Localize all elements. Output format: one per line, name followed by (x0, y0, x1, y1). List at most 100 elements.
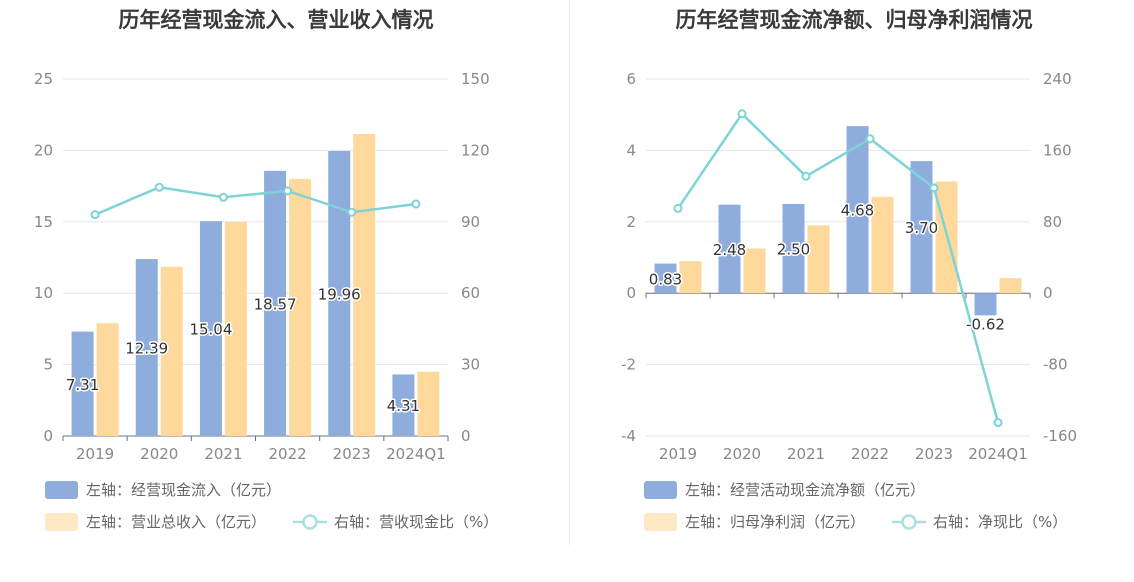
chart0-left-tick-label: 20 (34, 141, 53, 159)
chart1-right-tick-label: -80 (1043, 356, 1068, 374)
chart0-left-tick-label: 15 (34, 213, 53, 231)
chart0-data-label: 15.04 (189, 321, 232, 339)
chart0-bar-series0 (135, 259, 158, 436)
chart1-data-label: 0.83 (649, 270, 682, 288)
chart1-right-tick-label: 240 (1043, 70, 1072, 88)
chart1-line-point (993, 418, 1003, 428)
chart0-legend-swatch-series0 (45, 481, 78, 499)
chart0-right-tick-label: 90 (461, 213, 480, 231)
chart1-line-point (737, 109, 747, 119)
chart1-data-label: -0.62 (966, 315, 1005, 333)
chart0-right-tick-label: 60 (461, 284, 480, 302)
chart0-legend-label: 左轴：经营现金流入（亿元） (86, 481, 281, 499)
chart0-left-tick-label: 25 (34, 70, 53, 88)
chart0-bar-series0 (264, 170, 287, 436)
chart1-left-tick-label: 2 (626, 213, 636, 231)
chart0-category-label: 2024Q1 (386, 445, 446, 463)
chart1-bar-series0 (846, 126, 869, 294)
chart0-line-series2 (94, 185, 417, 216)
chart1-data-label: 2.48 (713, 241, 746, 259)
chart1-legend-label: 左轴：归母净利润（亿元） (685, 513, 865, 531)
chart1-category-label: 2019 (659, 445, 697, 463)
chart1-category-label: 2023 (915, 445, 953, 463)
chart1-line-series2 (676, 111, 1000, 423)
chart1-bar-series1 (807, 225, 830, 294)
chart1-line-point (865, 134, 875, 144)
chart0-legend-label: 右轴：营收现金比（%） (334, 513, 498, 531)
chart0-data-label: 18.57 (254, 295, 297, 313)
chart0-bar-series0 (328, 150, 351, 437)
chart1-bar-series0 (718, 204, 741, 294)
chart0-left-tick-label: 10 (34, 284, 53, 302)
chart1-data-label: 2.50 (777, 241, 810, 259)
chart0-bar-series0 (71, 331, 94, 436)
chart1-right-tick-label: -160 (1043, 427, 1077, 445)
chart0-bar-series1 (224, 221, 247, 436)
left-chart-title: 历年经营现金流入、营业收入情况 (118, 8, 434, 32)
chart1-right-tick-label: 160 (1043, 141, 1072, 159)
chart1-legend-swatch-series1 (644, 513, 677, 531)
chart0-data-label: 12.39 (125, 340, 168, 358)
chart0-legend-swatch-series1 (45, 513, 78, 531)
chart0-right-tick-label: 120 (461, 141, 490, 159)
chart0-bar-series0 (199, 221, 222, 436)
chart1-left-tick-label: 6 (626, 70, 636, 88)
chart1-legend-label: 左轴：经营活动现金流净额（亿元） (685, 481, 925, 499)
chart0-line-point (347, 207, 357, 217)
chart1-legend-marker (901, 514, 917, 530)
chart0-data-label: 19.96 (318, 285, 361, 303)
chart0-line-point (90, 210, 100, 220)
chart0-category-label: 2021 (204, 445, 242, 463)
chart0-line-point (218, 192, 228, 202)
chart0-right-tick-label: 30 (461, 356, 480, 374)
chart1-right-tick-label: 80 (1043, 213, 1062, 231)
chart1-line-point (673, 203, 683, 213)
chart0-data-label: 4.31 (387, 397, 420, 415)
chart0-category-label: 2019 (76, 445, 114, 463)
chart0-bar-series1 (289, 178, 312, 436)
chart0-legend-label: 左轴：营业总收入（亿元） (86, 513, 266, 531)
chart1-left-tick-label: 0 (626, 284, 636, 302)
chart0-bar-series1 (160, 266, 183, 436)
chart1-category-label: 2022 (851, 445, 889, 463)
chart1-data-label: 4.68 (841, 202, 874, 220)
chart0-line-point (283, 186, 293, 196)
chart0-category-label: 2022 (268, 445, 306, 463)
chart1-bar-series1 (999, 278, 1022, 294)
chart0-data-label: 7.31 (66, 376, 99, 394)
chart1-bar-series0 (910, 161, 933, 294)
chart1-bar-series1 (743, 248, 766, 294)
chart0-left-tick-label: 0 (43, 427, 53, 445)
chart1-right-tick-label: 0 (1043, 284, 1053, 302)
chart1-left-tick-label: -2 (621, 356, 636, 374)
chart0-line-point (154, 182, 164, 192)
left-chart: 0 0 5 30 10 60 15 90 20 120 25 150 2019 2020 2021 2022 2… (34, 70, 498, 531)
chart0-right-tick-label: 150 (461, 70, 490, 88)
chart1-legend-label: 右轴：净现比（%） (933, 513, 1067, 531)
chart1-line-point (929, 183, 939, 193)
chart1-bar-series0 (654, 263, 677, 294)
panel-divider (569, 0, 570, 545)
chart1-bar-series1 (871, 196, 894, 294)
chart0-bar-series1 (417, 371, 440, 436)
chart1-category-label: 2021 (787, 445, 825, 463)
chart1-data-label: 3.70 (905, 219, 938, 237)
chart0-bar-series1 (96, 323, 119, 436)
chart0-legend-marker (302, 514, 318, 530)
chart1-category-label: 2024Q1 (968, 445, 1028, 463)
chart1-line-point (801, 171, 811, 181)
chart1-category-label: 2020 (723, 445, 761, 463)
chart1-bar-series0 (974, 293, 997, 316)
chart0-left-tick-label: 5 (43, 356, 53, 374)
chart0-category-label: 2023 (333, 445, 371, 463)
chart0-line-point (411, 199, 421, 209)
chart1-bar-series1 (679, 261, 702, 294)
right-chart-title: 历年经营现金流净额、归母净利润情况 (675, 8, 1033, 32)
chart0-right-tick-label: 0 (461, 427, 471, 445)
chart1-bar-series0 (782, 203, 805, 294)
chart1-legend-swatch-series0 (644, 481, 677, 499)
chart0-category-label: 2020 (140, 445, 178, 463)
chart1-left-tick-label: 4 (626, 141, 636, 159)
chart1-left-tick-label: -4 (621, 427, 636, 445)
